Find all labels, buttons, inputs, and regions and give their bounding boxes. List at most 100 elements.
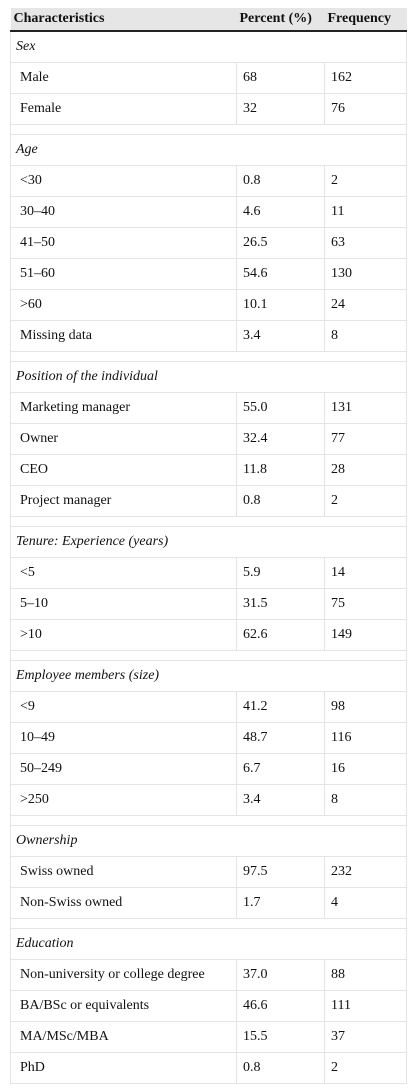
section-title: Age	[10, 134, 407, 166]
cell-characteristic: <9	[10, 691, 237, 723]
cell-percent: 3.4	[236, 784, 325, 816]
cell-frequency: 4	[324, 887, 407, 919]
cell-frequency: 63	[324, 227, 407, 259]
table-row: 50–249 6.7 16	[10, 753, 407, 785]
table-row: Non-university or college degree 37.0 88	[10, 959, 407, 991]
cell-frequency: 149	[324, 619, 407, 651]
table-row: 41–50 26.5 63	[10, 227, 407, 259]
characteristics-table-container: Characteristics Percent (%) Frequency Se…	[10, 8, 407, 1084]
section-header-row: Ownership	[10, 825, 407, 857]
section-header-row: Sex	[10, 30, 407, 63]
cell-percent: 68	[236, 62, 325, 94]
section-spacer	[10, 650, 407, 661]
cell-characteristic: Marketing manager	[10, 392, 237, 424]
section-header-row: Education	[10, 928, 407, 960]
section-header-row: Position of the individual	[10, 361, 407, 393]
section-header-row: Tenure: Experience (years)	[10, 526, 407, 558]
spacer-cell	[10, 516, 407, 527]
cell-frequency: 16	[324, 753, 407, 785]
table-row: 5–10 31.5 75	[10, 588, 407, 620]
cell-frequency: 77	[324, 423, 407, 455]
cell-frequency: 111	[324, 990, 407, 1022]
cell-frequency: 2	[324, 485, 407, 517]
section-title: Sex	[10, 30, 407, 63]
cell-characteristic: 5–10	[10, 588, 237, 620]
cell-characteristic: >60	[10, 289, 237, 321]
cell-frequency: 131	[324, 392, 407, 424]
cell-percent: 31.5	[236, 588, 325, 620]
cell-percent: 55.0	[236, 392, 325, 424]
cell-characteristic: 10–49	[10, 722, 237, 754]
table-row: BA/BSc or equivalents 46.6 111	[10, 990, 407, 1022]
header-frequency: Frequency	[324, 8, 407, 32]
table-row: CEO 11.8 28	[10, 454, 407, 486]
cell-characteristic: MA/MSc/MBA	[10, 1021, 237, 1053]
table-row: Male 68 162	[10, 62, 407, 94]
cell-frequency: 76	[324, 93, 407, 125]
cell-frequency: 75	[324, 588, 407, 620]
cell-percent: 46.6	[236, 990, 325, 1022]
section-title: Education	[10, 928, 407, 960]
cell-frequency: 28	[324, 454, 407, 486]
cell-percent: 26.5	[236, 227, 325, 259]
cell-frequency: 24	[324, 289, 407, 321]
cell-frequency: 14	[324, 557, 407, 589]
cell-frequency: 8	[324, 320, 407, 352]
cell-characteristic: Project manager	[10, 485, 237, 517]
cell-frequency: 8	[324, 784, 407, 816]
cell-frequency: 98	[324, 691, 407, 723]
cell-frequency: 11	[324, 196, 407, 228]
table-row: PhD 0.8 2	[10, 1052, 407, 1084]
section-title: Employee members (size)	[10, 660, 407, 692]
cell-characteristic: CEO	[10, 454, 237, 486]
table-row: <5 5.9 14	[10, 557, 407, 589]
table-row: MA/MSc/MBA 15.5 37	[10, 1021, 407, 1053]
cell-characteristic: Non-university or college degree	[10, 959, 237, 991]
cell-percent: 10.1	[236, 289, 325, 321]
characteristics-table: Characteristics Percent (%) Frequency Se…	[10, 8, 407, 1084]
section-title-part: Tenure	[16, 534, 54, 549]
cell-percent: 15.5	[236, 1021, 325, 1053]
table-row: Non-Swiss owned 1.7 4	[10, 887, 407, 919]
cell-frequency: 130	[324, 258, 407, 290]
table-row: >10 62.6 149	[10, 619, 407, 651]
cell-characteristic: 50–249	[10, 753, 237, 785]
table-row: 51–60 54.6 130	[10, 258, 407, 290]
section-spacer	[10, 351, 407, 362]
cell-percent: 1.7	[236, 887, 325, 919]
cell-percent: 97.5	[236, 856, 325, 888]
table-row: 30–40 4.6 11	[10, 196, 407, 228]
cell-percent: 48.7	[236, 722, 325, 754]
section-title: Tenure: Experience (years)	[10, 526, 407, 558]
cell-percent: 4.6	[236, 196, 325, 228]
cell-characteristic: >10	[10, 619, 237, 651]
cell-percent: 62.6	[236, 619, 325, 651]
table-row: >250 3.4 8	[10, 784, 407, 816]
cell-frequency: 116	[324, 722, 407, 754]
cell-characteristic: Non-Swiss owned	[10, 887, 237, 919]
cell-frequency: 232	[324, 856, 407, 888]
table-row: Project manager 0.8 2	[10, 485, 407, 517]
spacer-cell	[10, 124, 407, 135]
section-header-row: Employee members (size)	[10, 660, 407, 692]
cell-percent: 0.8	[236, 165, 325, 197]
section-title-part: Experience (years)	[62, 534, 169, 549]
section-title: Position of the individual	[10, 361, 407, 393]
cell-frequency: 2	[324, 1052, 407, 1084]
cell-characteristic: 51–60	[10, 258, 237, 290]
section-header-row: Age	[10, 134, 407, 166]
header-row: Characteristics Percent (%) Frequency	[10, 8, 407, 32]
section-title: Ownership	[10, 825, 407, 857]
section-spacer	[10, 516, 407, 527]
cell-frequency: 37	[324, 1021, 407, 1053]
cell-frequency: 162	[324, 62, 407, 94]
spacer-cell	[10, 351, 407, 362]
spacer-cell	[10, 815, 407, 826]
cell-percent: 32.4	[236, 423, 325, 455]
section-title-part: size	[133, 668, 155, 683]
cell-characteristic: Missing data	[10, 320, 237, 352]
table-row: Owner 32.4 77	[10, 423, 407, 455]
cell-percent: 32	[236, 93, 325, 125]
table-row: 10–49 48.7 116	[10, 722, 407, 754]
section-spacer	[10, 918, 407, 929]
